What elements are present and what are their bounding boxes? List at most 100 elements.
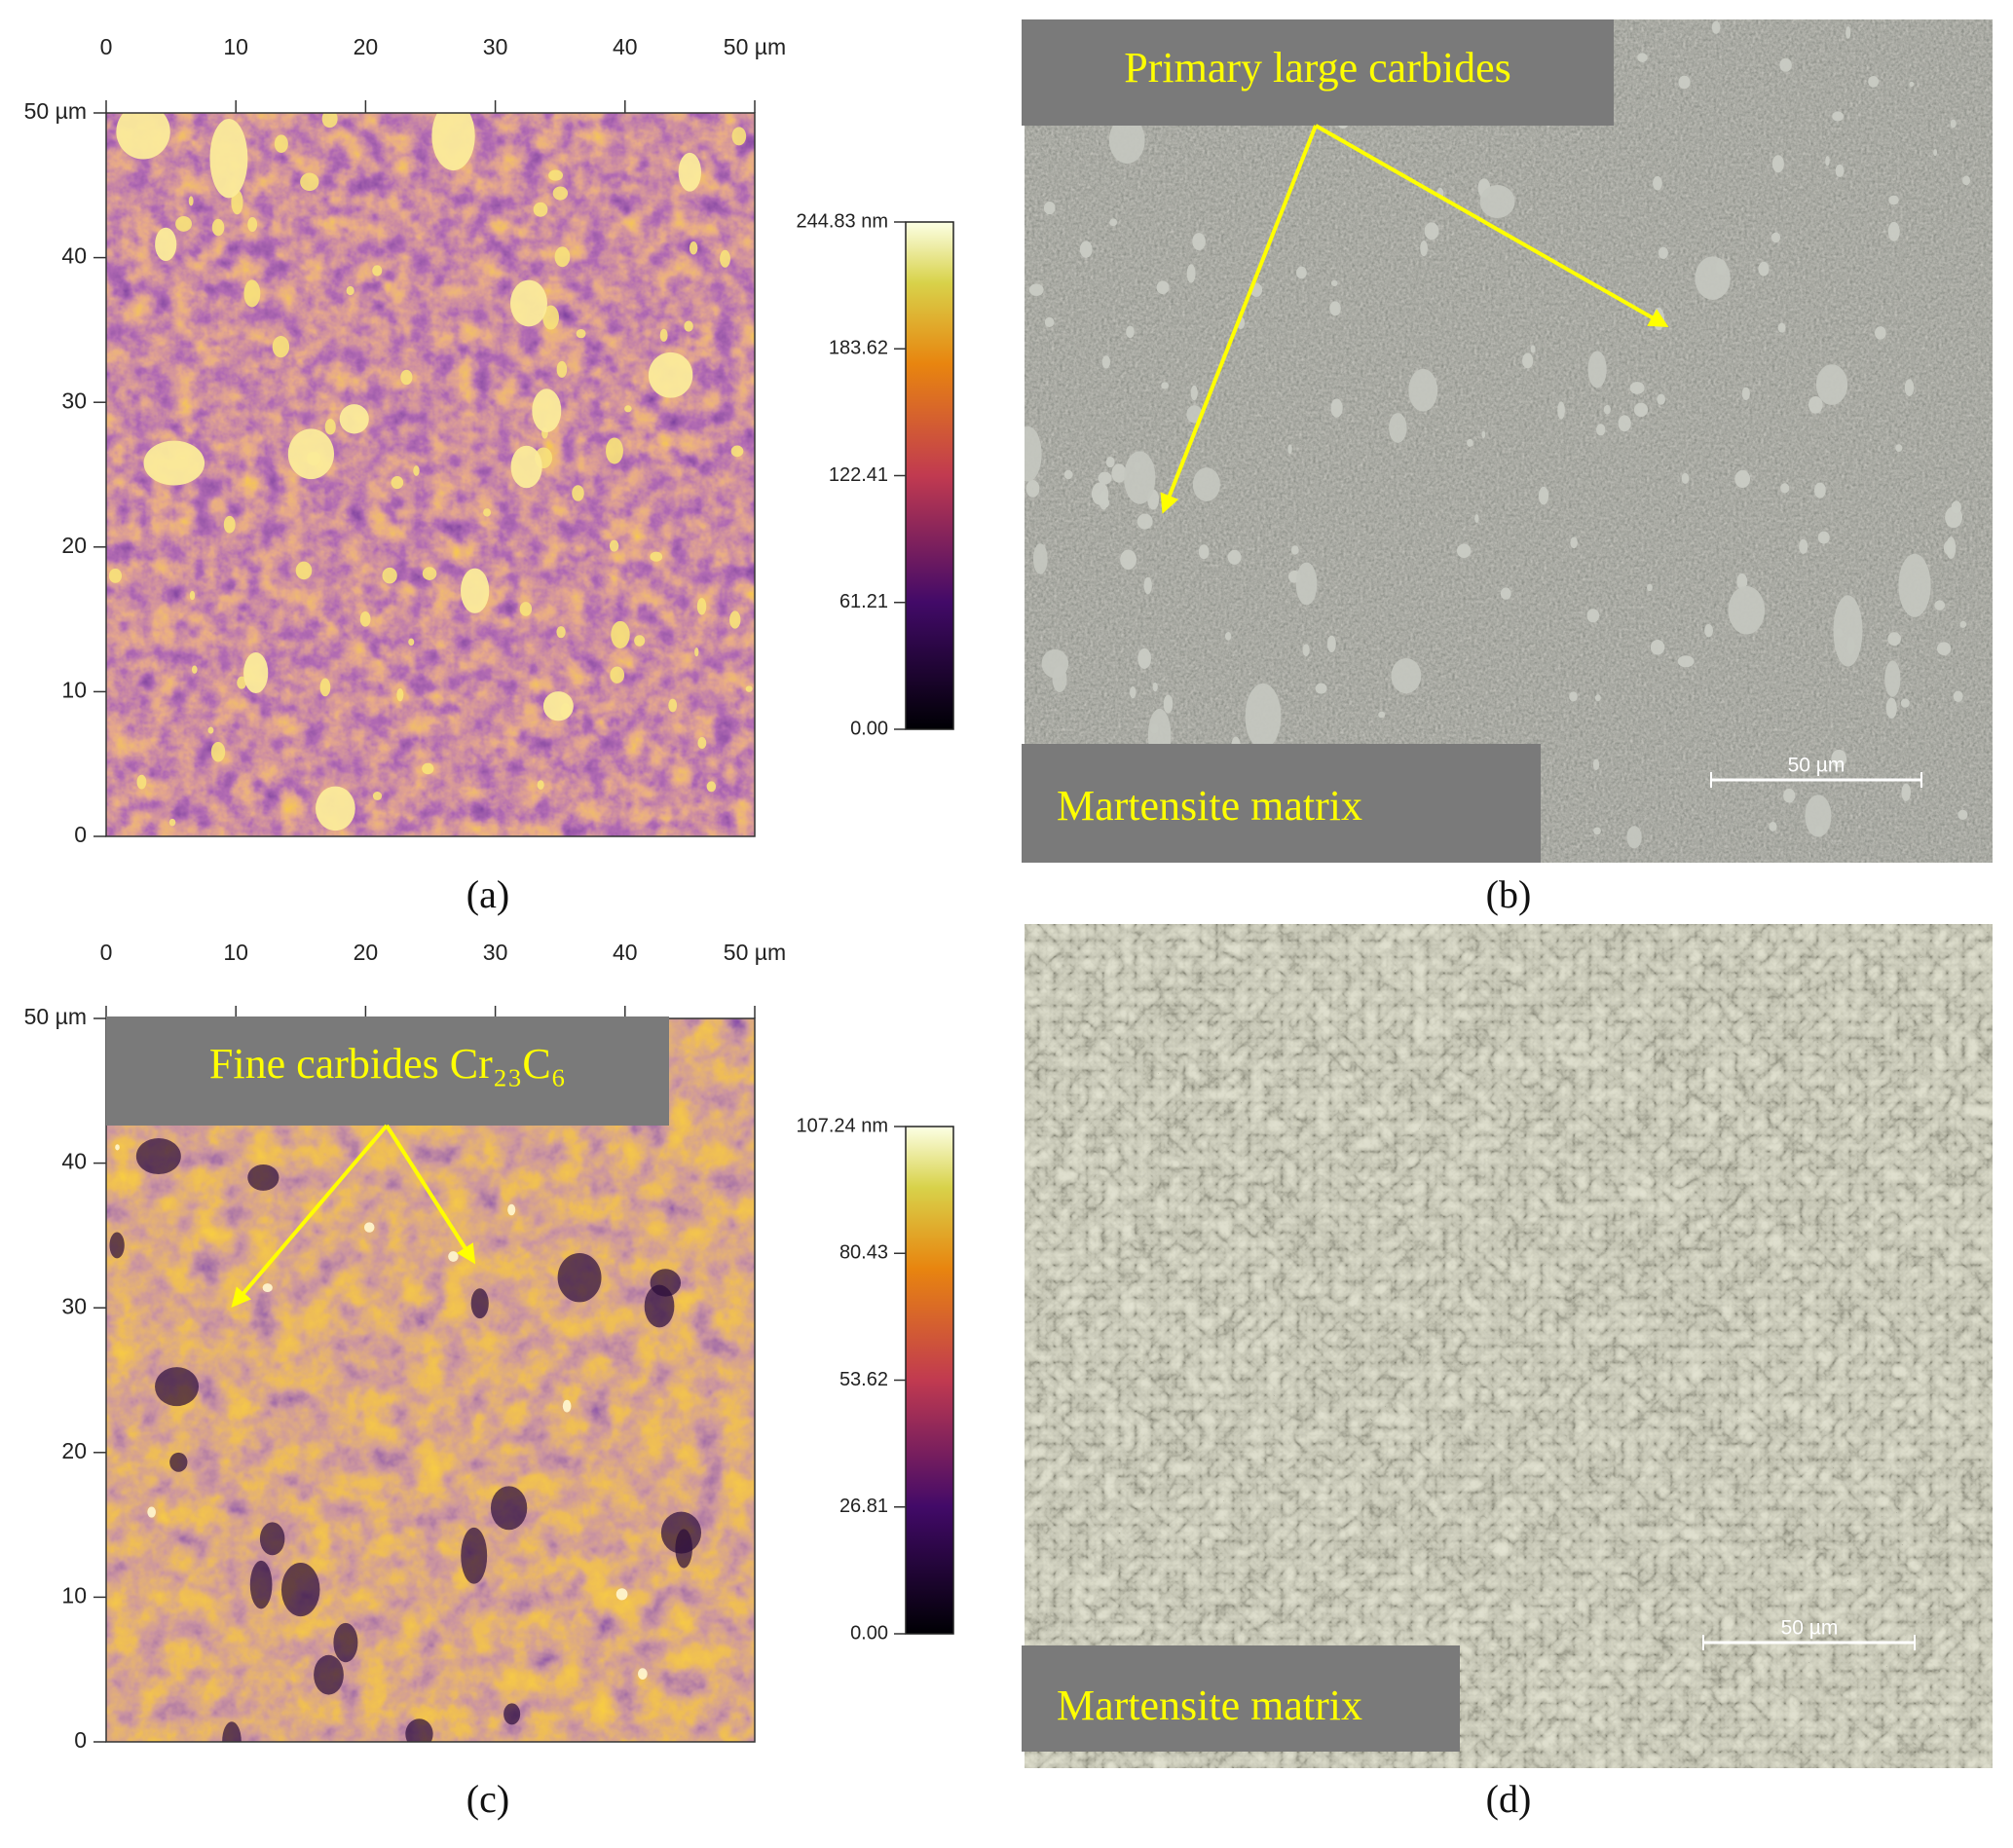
particle bbox=[259, 1522, 285, 1556]
particle bbox=[1909, 81, 1915, 88]
particle bbox=[1779, 57, 1792, 72]
particle bbox=[1815, 364, 1848, 405]
particle bbox=[1124, 451, 1156, 504]
particle bbox=[1626, 826, 1642, 849]
particle bbox=[1079, 240, 1093, 258]
particle bbox=[1302, 644, 1310, 657]
particle bbox=[1951, 500, 1961, 514]
colorbar-tick-label: 26.81 bbox=[839, 1496, 888, 1517]
particle bbox=[1895, 444, 1903, 453]
particle bbox=[533, 202, 548, 217]
particle bbox=[135, 1137, 181, 1175]
colorbar-tick-label: 183.62 bbox=[829, 338, 888, 359]
particle bbox=[548, 169, 564, 181]
particle bbox=[576, 328, 586, 339]
particle bbox=[405, 1719, 433, 1742]
particle bbox=[1295, 562, 1318, 606]
particle bbox=[249, 1560, 273, 1609]
particle bbox=[359, 610, 371, 627]
particle bbox=[372, 792, 383, 800]
particle bbox=[115, 1144, 120, 1151]
particle bbox=[729, 610, 741, 629]
particle bbox=[1500, 587, 1511, 600]
particle bbox=[1832, 111, 1845, 122]
particle bbox=[542, 691, 574, 721]
particle bbox=[1704, 624, 1714, 638]
particle bbox=[1898, 553, 1931, 617]
x-tick-label: 0 bbox=[100, 940, 113, 965]
particle bbox=[1934, 600, 1946, 610]
carbide-particles bbox=[108, 113, 753, 832]
particle bbox=[1633, 402, 1649, 418]
particle bbox=[1424, 222, 1439, 240]
x-tick-label: 10 bbox=[223, 940, 248, 965]
particle bbox=[1957, 809, 1968, 820]
particle bbox=[223, 515, 236, 534]
y-tick-label: 30 bbox=[61, 1293, 87, 1318]
image-frame bbox=[105, 112, 756, 837]
particle bbox=[1111, 463, 1127, 483]
particle bbox=[295, 561, 313, 580]
x-tick-label: 20 bbox=[354, 940, 379, 965]
particle bbox=[689, 240, 698, 255]
particle bbox=[650, 551, 663, 562]
particle bbox=[1522, 352, 1534, 369]
particle bbox=[1711, 20, 1721, 34]
colorbar-tick-label: 53.62 bbox=[839, 1369, 888, 1390]
particle bbox=[1769, 821, 1777, 832]
annotation: Fine carbides Cr₂₃C₆ bbox=[209, 1040, 566, 1088]
particle bbox=[1780, 483, 1790, 494]
particle bbox=[1950, 119, 1957, 129]
particle bbox=[745, 685, 753, 692]
y-tick-label: 30 bbox=[61, 388, 87, 413]
colorbar-tick-label: 107.24 nm bbox=[796, 1115, 888, 1136]
particle bbox=[1408, 368, 1438, 412]
particle bbox=[557, 1253, 602, 1303]
particle bbox=[431, 113, 475, 171]
particle bbox=[638, 1668, 648, 1681]
annotation: Martensite matrix bbox=[1057, 782, 1362, 830]
particle bbox=[1831, 749, 1847, 768]
annotation: Primary large carbides bbox=[1124, 44, 1510, 92]
particle bbox=[1570, 536, 1578, 549]
particle bbox=[1198, 544, 1210, 560]
particle bbox=[168, 818, 176, 827]
particle bbox=[189, 590, 196, 601]
particle bbox=[1596, 424, 1606, 436]
particle bbox=[448, 1251, 459, 1262]
particle bbox=[1901, 783, 1912, 801]
particle bbox=[1044, 316, 1055, 328]
micrograph bbox=[1025, 19, 1993, 863]
particle bbox=[1161, 382, 1169, 389]
particle bbox=[1875, 326, 1886, 340]
colorbar-tick-label: 0.00 bbox=[850, 1622, 888, 1644]
particle bbox=[333, 1622, 358, 1663]
x-tick-label: 40 bbox=[613, 34, 638, 59]
particle bbox=[648, 351, 693, 398]
particle bbox=[1845, 26, 1851, 39]
particle bbox=[1063, 469, 1073, 480]
particle bbox=[660, 1511, 702, 1554]
particle bbox=[319, 678, 331, 697]
particle bbox=[720, 249, 730, 268]
particle bbox=[280, 1563, 320, 1617]
particle bbox=[624, 405, 632, 413]
particle bbox=[1420, 240, 1428, 257]
particle bbox=[1315, 683, 1327, 694]
particle bbox=[1904, 379, 1915, 396]
particle bbox=[316, 786, 355, 832]
particle bbox=[730, 445, 744, 458]
particle bbox=[659, 328, 668, 342]
particle bbox=[1137, 513, 1153, 530]
particle bbox=[147, 1506, 156, 1518]
particle bbox=[610, 666, 625, 684]
particle bbox=[1813, 482, 1826, 499]
particle bbox=[413, 465, 420, 476]
particle bbox=[644, 1284, 675, 1328]
particle bbox=[1653, 175, 1662, 191]
particle bbox=[1101, 355, 1111, 369]
particle bbox=[1885, 697, 1897, 719]
particle bbox=[422, 567, 437, 580]
particle bbox=[1587, 351, 1607, 388]
particle bbox=[321, 113, 338, 129]
